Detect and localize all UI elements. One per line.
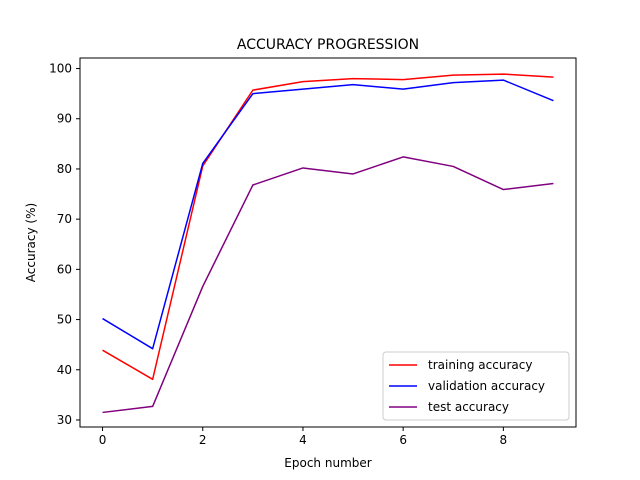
y-tick-label: 50 xyxy=(57,313,72,327)
y-tick-label: 40 xyxy=(57,363,72,377)
legend-label-2: validation accuracy xyxy=(428,379,545,393)
x-axis-ticks: 0 2 4 6 8 xyxy=(99,427,507,447)
chart-title: ACCURACY PROGRESSION xyxy=(237,37,419,53)
y-tick-label: 100 xyxy=(49,62,72,76)
series-line-2 xyxy=(102,79,554,350)
y-axis-label: Accuracy (%) xyxy=(24,203,38,282)
x-tick-label: 8 xyxy=(500,433,508,447)
series-group xyxy=(102,73,554,414)
legend-label-1: training accuracy xyxy=(428,358,532,372)
y-tick-label: 60 xyxy=(57,262,72,276)
legend-label-3: test accuracy xyxy=(428,400,509,414)
y-tick-label: 90 xyxy=(57,112,72,126)
series-line-3 xyxy=(102,156,554,414)
x-tick-label: 0 xyxy=(99,433,107,447)
y-tick-label: 30 xyxy=(57,413,72,427)
series-line-1 xyxy=(102,73,554,381)
x-tick-label: 6 xyxy=(399,433,407,447)
y-tick-label: 70 xyxy=(57,212,72,226)
x-tick-label: 4 xyxy=(299,433,307,447)
legend: training accuracy validation accuracy test… xyxy=(382,351,570,421)
x-axis-label: Epoch number xyxy=(284,456,371,470)
legend-box xyxy=(382,351,570,421)
plot-area xyxy=(79,57,577,428)
axes-frame xyxy=(79,57,577,428)
y-tick-label: 80 xyxy=(57,162,72,176)
x-tick-label: 2 xyxy=(199,433,207,447)
y-axis-ticks: 30 40 50 60 70 80 90 100 xyxy=(49,62,80,427)
